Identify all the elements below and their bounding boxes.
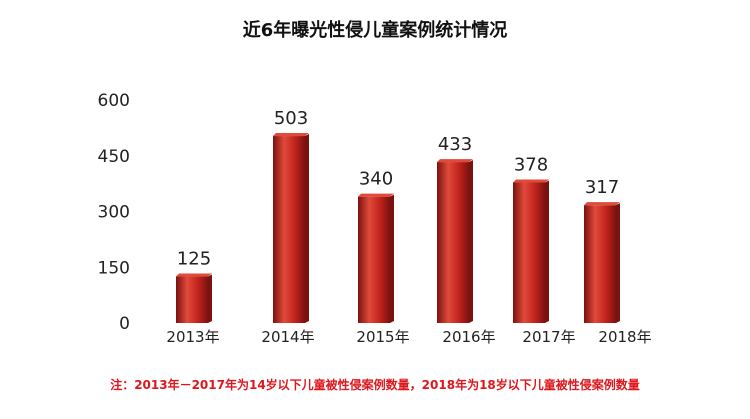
bar	[358, 196, 390, 323]
bar	[513, 182, 545, 323]
bar-2013年: 125	[176, 249, 212, 323]
x-tick-label: 2013年	[166, 328, 219, 346]
bar-top	[437, 159, 473, 163]
bar-side	[390, 194, 394, 323]
x-tick-label: 2016年	[442, 328, 495, 346]
bar-2017年: 378	[513, 155, 549, 323]
bar-value-label: 433	[438, 134, 472, 155]
bar-value-label: 317	[585, 177, 619, 198]
bar	[176, 276, 208, 323]
x-tick-label: 2017年	[522, 328, 575, 346]
bar-2014年: 503	[273, 108, 309, 323]
bar-top	[273, 133, 309, 137]
x-tick-label: 2014年	[261, 328, 314, 346]
bar-value-label: 125	[177, 249, 211, 270]
bar-side	[305, 134, 309, 323]
bar-2018年: 317	[584, 177, 620, 323]
bar	[273, 136, 305, 323]
y-tick-label: 600	[98, 91, 130, 111]
x-axis-labels: 2013年 2014年 2015年 2016年 2017年 2018年	[166, 328, 651, 346]
bar-top	[358, 193, 394, 197]
bar-side	[469, 160, 473, 323]
y-tick-label: 0	[119, 314, 130, 334]
bar-2016年: 433	[437, 134, 473, 323]
y-tick-label: 300	[98, 203, 130, 223]
bar-value-label: 340	[359, 169, 393, 190]
y-axis-ticks: 0 150 300 450 600	[98, 91, 130, 334]
bar-side	[208, 274, 212, 323]
bar-top	[176, 273, 212, 277]
chart-title: 近6年曝光性侵儿童案例统计情况	[242, 20, 508, 41]
bar-side	[616, 203, 620, 323]
bar	[437, 162, 469, 323]
x-tick-label: 2015年	[356, 328, 409, 346]
bar-value-label: 503	[274, 108, 308, 129]
y-tick-label: 450	[98, 147, 130, 167]
x-tick-label: 2018年	[598, 328, 651, 346]
bar-value-label: 378	[514, 155, 548, 176]
bar-side	[545, 180, 549, 323]
footnote: 注：2013年－2017年为14岁以下儿童被性侵案例数量，2018年为18岁以下…	[110, 378, 640, 392]
bar	[584, 205, 616, 323]
bar-top	[584, 202, 620, 206]
bar-top	[513, 179, 549, 183]
bars: 125 503 340 433 378 317	[176, 108, 620, 323]
y-tick-label: 150	[98, 258, 130, 278]
bar-2015年: 340	[358, 169, 394, 323]
